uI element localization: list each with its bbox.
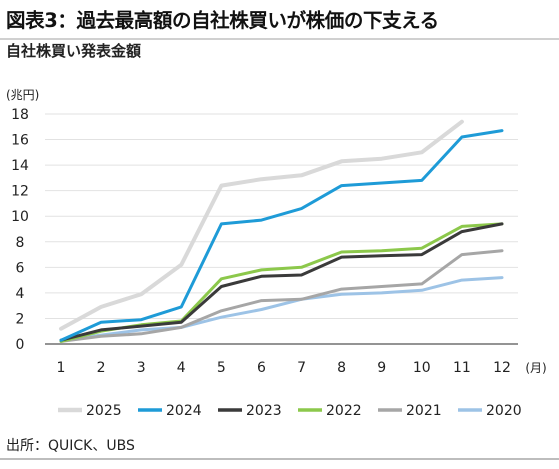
series-line-2023 bbox=[59, 222, 504, 342]
figure-title: 図表3：過去最高額の自社株買いが株価の下支える bbox=[6, 9, 439, 32]
series-line-2020 bbox=[59, 276, 504, 342]
x-tick-label: 9 bbox=[377, 360, 386, 376]
legend-label-2025: 2025 bbox=[86, 403, 122, 419]
x-tick-label: 4 bbox=[177, 360, 186, 376]
y-tick-label: 2 bbox=[16, 311, 25, 327]
y-axis-unit-label: (兆円) bbox=[6, 88, 39, 102]
legend-label-2023: 2023 bbox=[246, 403, 282, 419]
series-line-2025 bbox=[59, 119, 464, 331]
x-tick-label: 2 bbox=[97, 360, 106, 376]
x-tick-label: 6 bbox=[257, 360, 266, 376]
x-tick-label: 8 bbox=[337, 360, 346, 376]
x-tick-label: 11 bbox=[453, 360, 471, 376]
series-line-2021 bbox=[59, 249, 504, 343]
x-tick-label: 12 bbox=[493, 360, 511, 376]
series-line-2024 bbox=[59, 129, 504, 342]
x-axis-unit-label: (月) bbox=[525, 361, 546, 375]
x-tick-label: 5 bbox=[217, 360, 226, 376]
source-note: 出所：QUICK、UBS bbox=[6, 438, 135, 454]
legend-label-2022: 2022 bbox=[326, 403, 362, 419]
y-tick-label: 14 bbox=[11, 158, 29, 174]
x-tick-label: 7 bbox=[297, 360, 306, 376]
legend-label-2024: 2024 bbox=[166, 403, 202, 419]
x-tick-label: 1 bbox=[57, 360, 66, 376]
y-tick-label: 8 bbox=[16, 235, 25, 251]
y-tick-label: 16 bbox=[11, 133, 29, 149]
y-tick-label: 6 bbox=[16, 260, 25, 276]
legend-label-2021: 2021 bbox=[406, 403, 442, 419]
title-divider bbox=[0, 38, 559, 40]
figure-subtitle: 自社株買い発表金額 bbox=[6, 42, 142, 60]
y-tick-label: 4 bbox=[16, 286, 25, 302]
x-tick-label: 10 bbox=[413, 360, 431, 376]
bottom-divider bbox=[0, 458, 559, 460]
legend-label-2020: 2020 bbox=[486, 403, 522, 419]
y-tick-label: 0 bbox=[16, 337, 25, 353]
y-tick-label: 18 bbox=[11, 107, 29, 123]
x-tick-label: 3 bbox=[137, 360, 146, 376]
y-tick-label: 10 bbox=[11, 209, 29, 225]
y-tick-label: 12 bbox=[11, 184, 29, 200]
